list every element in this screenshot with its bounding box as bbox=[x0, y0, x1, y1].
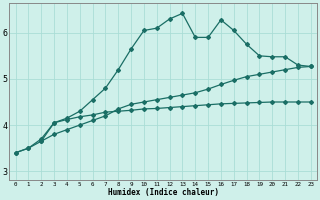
X-axis label: Humidex (Indice chaleur): Humidex (Indice chaleur) bbox=[108, 188, 219, 197]
